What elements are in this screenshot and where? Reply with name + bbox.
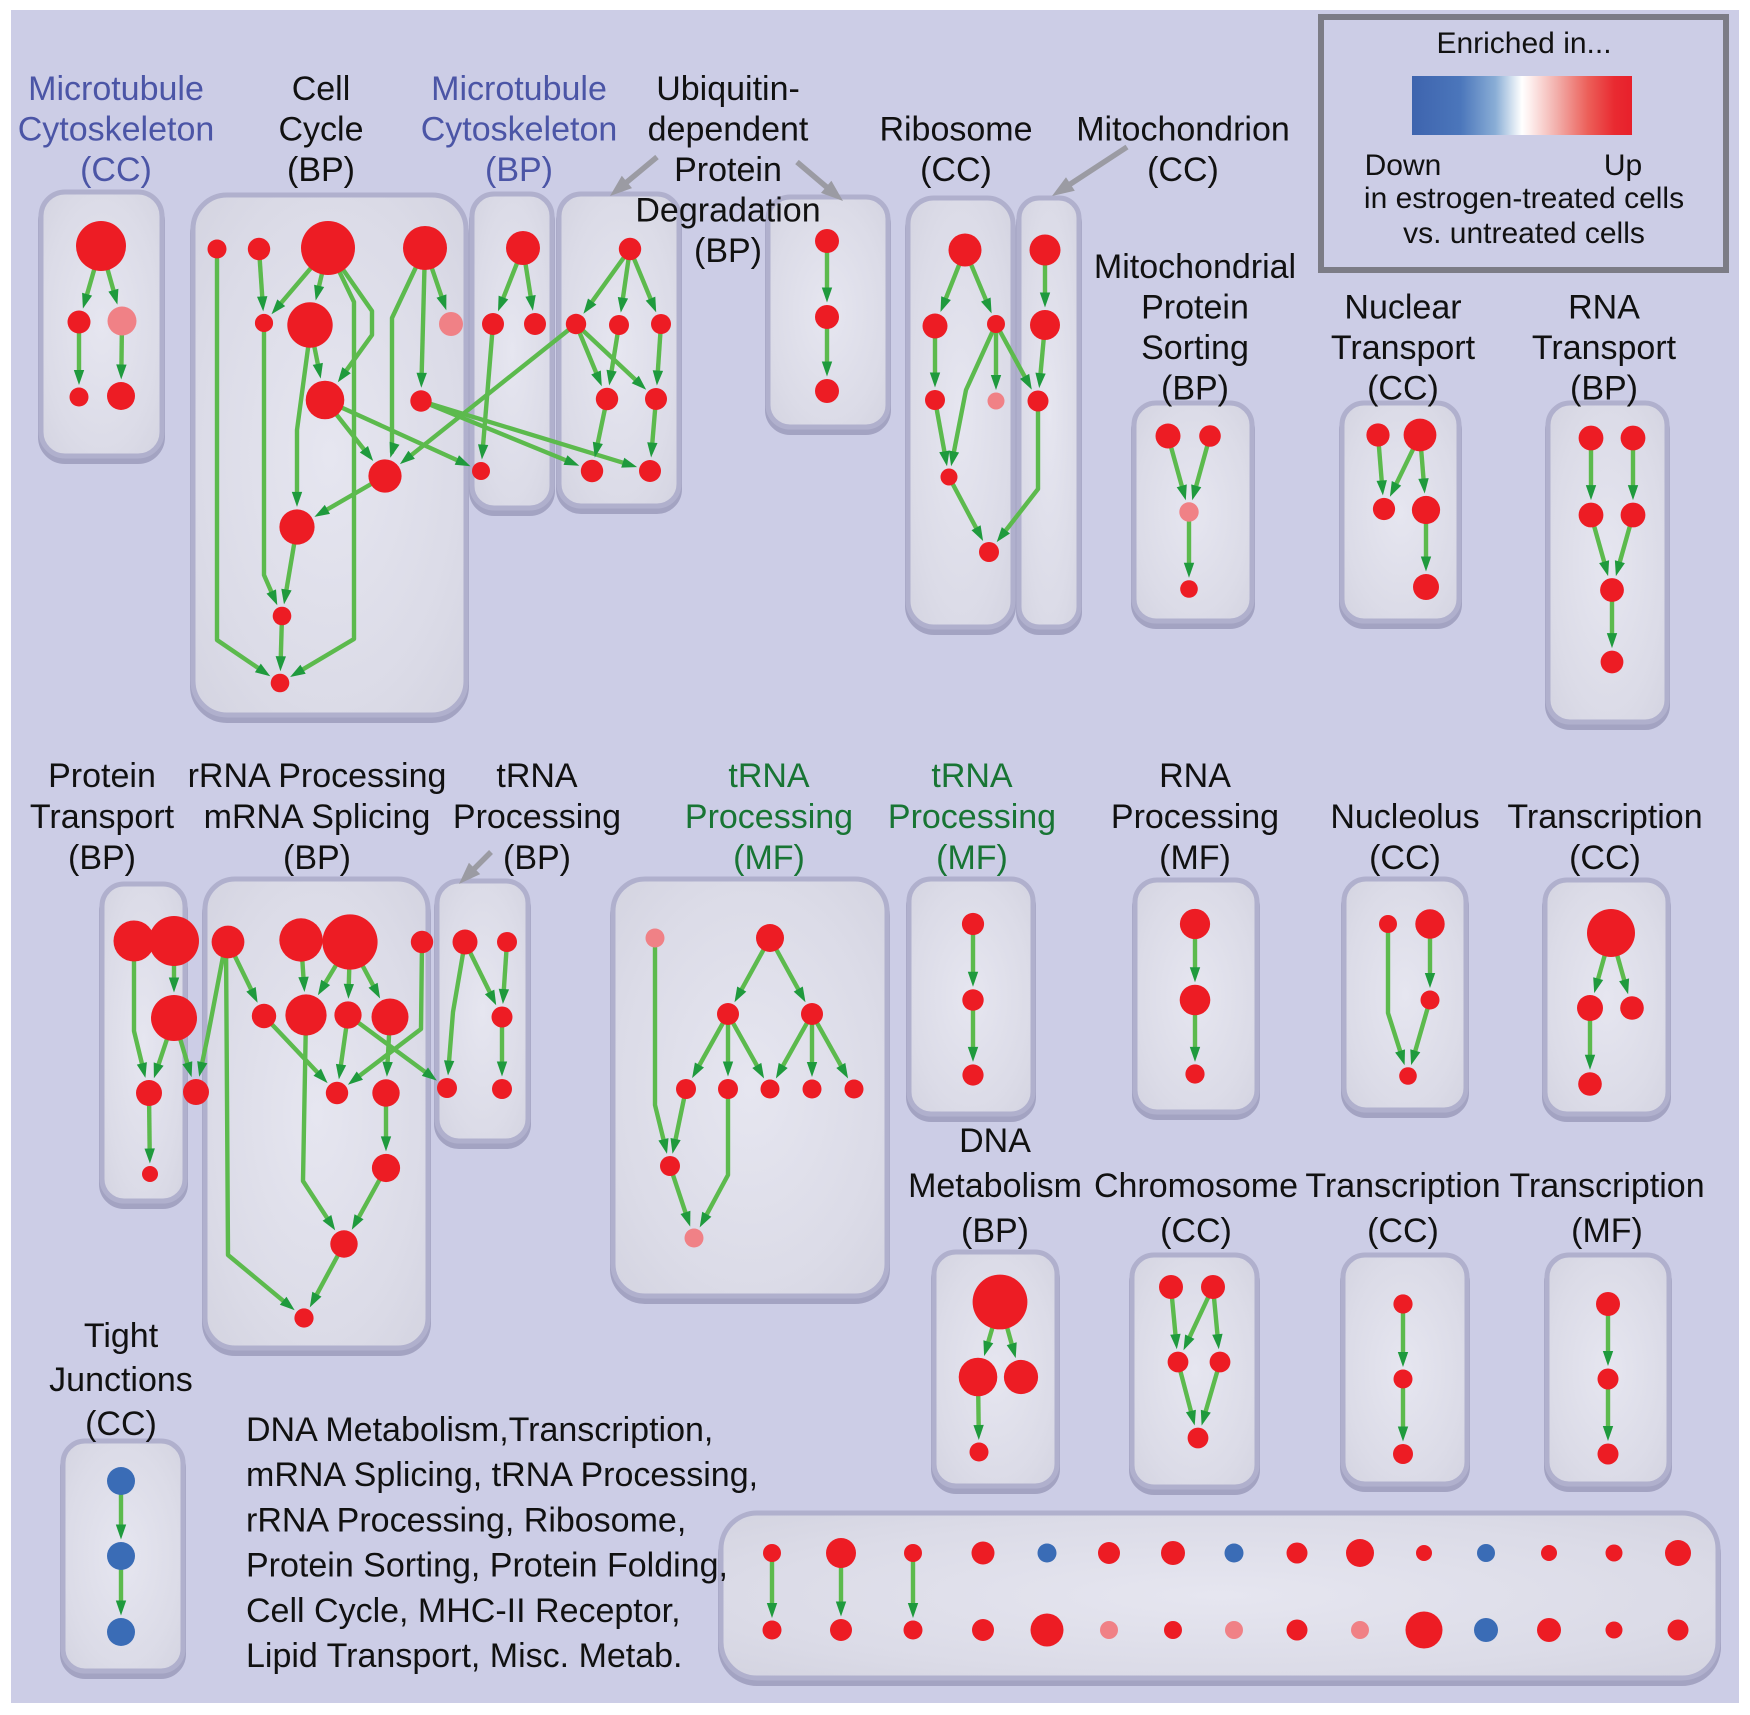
svg-text:Processing: Processing xyxy=(888,798,1056,836)
svg-text:(CC): (CC) xyxy=(85,1405,157,1443)
svg-text:Cytoskeleton: Cytoskeleton xyxy=(18,111,215,149)
svg-text:Transcription: Transcription xyxy=(1509,1167,1704,1205)
svg-text:mRNA Splicing: mRNA Splicing xyxy=(204,798,431,836)
svg-text:tRNA: tRNA xyxy=(496,757,578,795)
svg-text:in estrogen-treated cells: in estrogen-treated cells xyxy=(1364,182,1684,215)
svg-text:Processing: Processing xyxy=(453,798,621,836)
svg-text:Transport: Transport xyxy=(1331,329,1476,367)
svg-text:dependent: dependent xyxy=(648,111,809,149)
svg-text:tRNA: tRNA xyxy=(728,757,810,795)
svg-text:Processing: Processing xyxy=(1111,798,1279,836)
svg-text:(CC): (CC) xyxy=(1367,1212,1439,1250)
svg-text:(MF): (MF) xyxy=(936,839,1008,877)
svg-text:(CC): (CC) xyxy=(1369,839,1441,877)
svg-text:(CC): (CC) xyxy=(1569,839,1641,877)
svg-text:Junctions: Junctions xyxy=(49,1361,193,1399)
svg-text:Up: Up xyxy=(1604,149,1642,182)
svg-text:Mitochondrial: Mitochondrial xyxy=(1094,248,1296,286)
svg-text:Sorting: Sorting xyxy=(1141,329,1249,367)
svg-text:(BP): (BP) xyxy=(68,839,136,877)
svg-text:(BP): (BP) xyxy=(1161,370,1229,408)
svg-text:Metabolism: Metabolism xyxy=(908,1167,1082,1205)
svg-text:rRNA Processing, Ribosome,: rRNA Processing, Ribosome, xyxy=(246,1501,686,1539)
svg-text:(BP): (BP) xyxy=(961,1212,1029,1250)
svg-text:(BP): (BP) xyxy=(287,151,355,189)
svg-text:Microtubule: Microtubule xyxy=(28,70,204,108)
svg-text:Protein: Protein xyxy=(48,757,156,795)
svg-text:Cycle: Cycle xyxy=(278,111,363,149)
svg-text:(BP): (BP) xyxy=(485,151,553,189)
svg-text:(CC): (CC) xyxy=(920,151,992,189)
svg-text:Transport: Transport xyxy=(30,798,175,836)
svg-text:tRNA: tRNA xyxy=(931,757,1013,795)
svg-text:Ubiquitin-: Ubiquitin- xyxy=(656,70,800,108)
svg-text:Degradation: Degradation xyxy=(635,192,820,230)
svg-text:Ribosome: Ribosome xyxy=(879,111,1032,149)
svg-text:(MF): (MF) xyxy=(1571,1212,1643,1250)
svg-text:(MF): (MF) xyxy=(733,839,805,877)
svg-text:Transcription: Transcription xyxy=(1507,798,1702,836)
svg-text:DNA: DNA xyxy=(959,1122,1031,1160)
svg-text:Cell Cycle, MHC-II Receptor,: Cell Cycle, MHC-II Receptor, xyxy=(246,1592,681,1630)
svg-text:(CC): (CC) xyxy=(80,151,152,189)
svg-text:mRNA Splicing, tRNA Processing: mRNA Splicing, tRNA Processing, xyxy=(246,1456,758,1494)
svg-text:(CC): (CC) xyxy=(1367,370,1439,408)
svg-text:Tight: Tight xyxy=(84,1317,159,1355)
svg-text:RNA: RNA xyxy=(1568,289,1640,327)
svg-text:Down: Down xyxy=(1365,149,1442,182)
svg-text:Lipid Transport, Misc. Metab.: Lipid Transport, Misc. Metab. xyxy=(246,1637,683,1675)
svg-text:(BP): (BP) xyxy=(283,839,351,877)
svg-text:Nuclear: Nuclear xyxy=(1344,289,1461,327)
svg-text:(CC): (CC) xyxy=(1147,151,1219,189)
svg-text:(MF): (MF) xyxy=(1159,839,1231,877)
svg-text:Enriched in...: Enriched in... xyxy=(1436,27,1611,60)
svg-text:Transport: Transport xyxy=(1532,329,1677,367)
svg-text:Microtubule: Microtubule xyxy=(431,70,607,108)
svg-text:rRNA Processing: rRNA Processing xyxy=(188,757,447,795)
svg-text:Chromosome: Chromosome xyxy=(1094,1167,1298,1205)
svg-text:Nucleolus: Nucleolus xyxy=(1330,798,1479,836)
svg-text:Processing: Processing xyxy=(685,798,853,836)
svg-text:DNA Metabolism,Transcription,: DNA Metabolism,Transcription, xyxy=(246,1411,713,1449)
svg-text:Protein: Protein xyxy=(1141,289,1249,327)
svg-text:Protein: Protein xyxy=(674,151,782,189)
svg-text:Mitochondrion: Mitochondrion xyxy=(1076,111,1290,149)
svg-text:Cytoskeleton: Cytoskeleton xyxy=(421,111,618,149)
svg-text:Cell: Cell xyxy=(292,70,351,108)
svg-text:vs. untreated cells: vs. untreated cells xyxy=(1403,217,1645,250)
svg-text:(BP): (BP) xyxy=(503,839,571,877)
svg-text:RNA: RNA xyxy=(1159,757,1231,795)
svg-text:Protein Sorting, Protein Foldi: Protein Sorting, Protein Folding, xyxy=(246,1547,728,1585)
svg-text:(BP): (BP) xyxy=(1570,370,1638,408)
svg-text:(BP): (BP) xyxy=(694,232,762,270)
svg-text:(CC): (CC) xyxy=(1160,1212,1232,1250)
svg-text:Transcription: Transcription xyxy=(1305,1167,1500,1205)
